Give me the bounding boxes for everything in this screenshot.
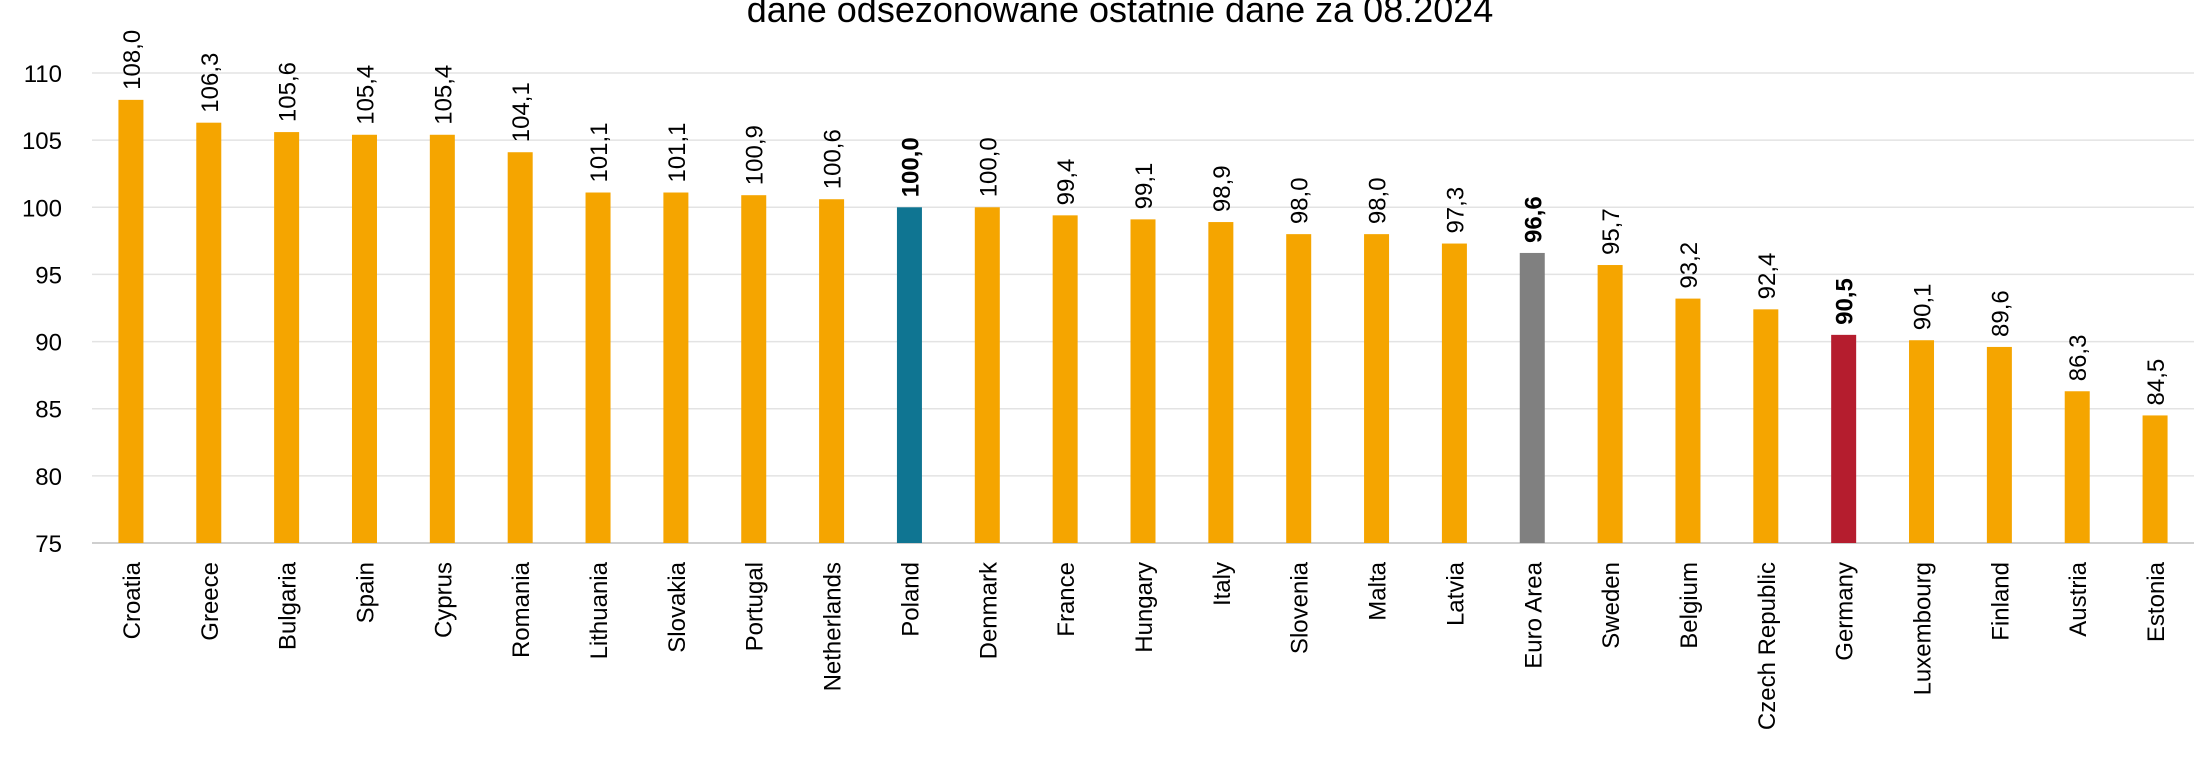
y-tick-label: 105 <box>22 128 62 155</box>
x-tick-label: Bulgaria <box>275 561 302 650</box>
bar <box>429 134 455 543</box>
x-tick-label: Romania <box>508 561 535 658</box>
value-label: 84,5 <box>2143 359 2170 406</box>
bar <box>1519 252 1545 543</box>
bar <box>896 207 922 544</box>
x-tick-label: Malta <box>1365 561 1392 620</box>
x-tick-label: Germany <box>1832 562 1859 661</box>
x-tick-label: Netherlands <box>820 562 847 691</box>
bar <box>507 152 533 543</box>
bar <box>1364 234 1390 543</box>
x-tick-label: Slovenia <box>1287 561 1314 654</box>
bar <box>1831 334 1857 543</box>
bar <box>663 192 689 543</box>
y-tick-label: 100 <box>22 195 62 222</box>
x-tick-label: Cyprus <box>430 562 457 638</box>
bar <box>1441 243 1467 544</box>
x-tick-label: Latvia <box>1442 561 1469 626</box>
value-label: 101,1 <box>586 122 613 182</box>
x-tick-label: Belgium <box>1676 562 1703 649</box>
x-tick-label: Euro Area <box>1520 561 1547 668</box>
value-label: 100,0 <box>897 137 924 197</box>
value-label: 100,0 <box>975 137 1002 197</box>
value-label: 90,1 <box>1910 284 1937 331</box>
value-label: 99,4 <box>1053 159 1080 206</box>
x-tick-label: Denmark <box>975 561 1002 659</box>
value-label: 90,5 <box>1832 278 1859 325</box>
bar <box>1208 222 1234 544</box>
value-label: 92,4 <box>1754 253 1781 300</box>
y-tick-label: 90 <box>35 330 62 357</box>
x-tick-label: Portugal <box>742 562 769 651</box>
x-tick-label: Lithuania <box>586 561 613 659</box>
bar <box>974 207 1000 544</box>
bar <box>274 132 300 544</box>
bar <box>585 192 611 543</box>
x-tick-label: Slovakia <box>664 561 691 652</box>
bar <box>2064 391 2090 543</box>
bar <box>819 199 845 543</box>
x-tick-label: France <box>1053 562 1080 637</box>
y-tick-label: 80 <box>35 464 62 491</box>
value-label: 105,4 <box>352 65 379 125</box>
x-tick-label: Finland <box>1987 562 2014 641</box>
x-tick-label: Hungary <box>1131 562 1158 653</box>
x-tick-label: Croatia <box>119 561 146 639</box>
x-tick-label: Estonia <box>2143 561 2170 642</box>
x-tick-label: Spain <box>352 562 379 623</box>
value-label: 98,0 <box>1365 177 1392 224</box>
bar <box>351 134 377 543</box>
bar <box>1052 215 1078 544</box>
chart-title: dane odsezonowane ostatnie dane za 08.20… <box>747 0 1494 30</box>
value-label: 93,2 <box>1676 242 1703 289</box>
value-label: 105,4 <box>430 65 457 125</box>
value-label: 100,9 <box>742 125 769 185</box>
x-tick-label: Poland <box>897 562 924 637</box>
bar <box>1986 346 2012 543</box>
value-label: 95,7 <box>1598 208 1625 255</box>
bar <box>196 122 222 543</box>
y-tick-label: 110 <box>24 61 62 88</box>
bar <box>118 99 144 543</box>
value-label: 101,1 <box>664 122 691 182</box>
bar <box>1909 340 1935 543</box>
bar <box>1675 298 1701 543</box>
value-label: 97,3 <box>1442 187 1469 234</box>
x-tick-label: Austria <box>2065 561 2092 636</box>
x-tick-label: Sweden <box>1598 562 1625 649</box>
value-label: 105,6 <box>275 62 302 122</box>
value-label: 106,3 <box>197 53 224 113</box>
value-label: 86,3 <box>2065 335 2092 382</box>
x-tick-label: Luxembourg <box>1910 562 1937 695</box>
bar <box>1286 234 1312 543</box>
value-label: 89,6 <box>1987 290 2014 337</box>
y-tick-label: 95 <box>35 262 62 289</box>
bar <box>2142 415 2168 543</box>
bar <box>1753 309 1779 543</box>
y-tick-label: 85 <box>35 397 62 424</box>
bar <box>1130 219 1156 543</box>
x-tick-label: Czech Republic <box>1754 562 1781 730</box>
bar <box>1597 265 1623 543</box>
y-tick-label: 75 <box>35 531 62 558</box>
bar <box>741 195 767 543</box>
value-label: 98,0 <box>1287 177 1314 224</box>
x-tick-label: Italy <box>1209 562 1236 606</box>
value-label: 96,6 <box>1520 196 1547 243</box>
value-label: 100,6 <box>820 129 847 189</box>
value-label: 104,1 <box>508 82 535 142</box>
value-label: 98,9 <box>1209 165 1236 212</box>
x-tick-label: Greece <box>197 562 224 641</box>
value-label: 108,0 <box>119 30 146 90</box>
value-label: 99,1 <box>1131 163 1158 210</box>
